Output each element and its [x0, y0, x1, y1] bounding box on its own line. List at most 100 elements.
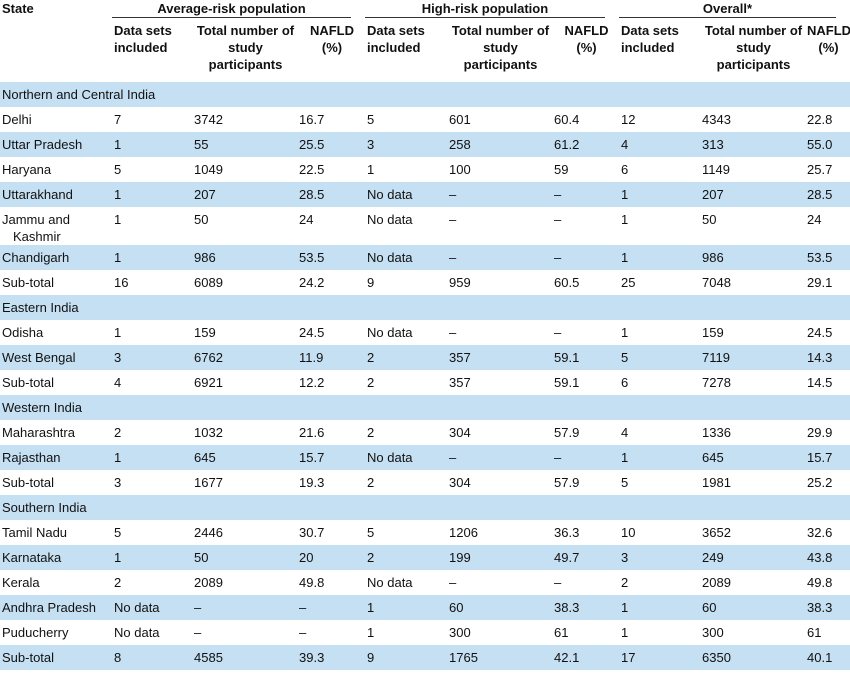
- cell: 61.2: [554, 137, 580, 152]
- cell: 50: [194, 212, 209, 227]
- cell: 50: [702, 212, 717, 227]
- cell: 5: [367, 525, 375, 540]
- cell: 300: [702, 625, 724, 640]
- row-label: Southern India: [2, 500, 87, 515]
- cell: 5: [621, 350, 629, 365]
- data-row: Jammu and Kashmir 1 50 24 No data – – 1 50 24: [0, 207, 850, 245]
- cell: 29.1: [807, 275, 833, 290]
- cell: 24.5: [299, 325, 325, 340]
- cell: 28.5: [807, 187, 833, 202]
- cell: 17: [621, 650, 636, 665]
- state-header: State: [2, 1, 34, 16]
- cell: 300: [449, 625, 471, 640]
- cell: 1: [114, 550, 122, 565]
- cell: –: [449, 450, 457, 465]
- cell: 1: [367, 600, 375, 615]
- cell: 14.3: [807, 350, 833, 365]
- cell: No data: [367, 187, 413, 202]
- cell: 25.7: [807, 162, 833, 177]
- row-label: Eastern India: [2, 300, 79, 315]
- cell: 159: [702, 325, 724, 340]
- cell: 12: [621, 112, 636, 127]
- cell: 7048: [702, 275, 731, 290]
- cell: 5: [114, 162, 122, 177]
- cell: –: [449, 212, 457, 227]
- cell: No data: [367, 575, 413, 590]
- row-label: Odisha: [2, 325, 44, 340]
- cell: 2089: [702, 575, 731, 590]
- cell: 3: [114, 475, 122, 490]
- cell: 1149: [702, 162, 730, 177]
- row-label: Jammu and Kashmir: [2, 212, 70, 244]
- cell: 7: [114, 112, 122, 127]
- row-label: Northern and Central India: [2, 87, 156, 102]
- section-row: Southern India: [0, 495, 850, 520]
- cell: 7278: [702, 375, 731, 390]
- data-row: Karnataka 1 50 20 2 199 49.7 3 249 43.8: [0, 545, 850, 570]
- cell: 59: [554, 162, 569, 177]
- data-row: Kerala 2 2089 49.8 No data – – 2 2089 49.8: [0, 570, 850, 595]
- cell: 4: [114, 375, 122, 390]
- row-label: Sub-total: [2, 475, 55, 490]
- cell: 5: [367, 112, 375, 127]
- cell: 4343: [702, 112, 731, 127]
- cell: 1: [621, 325, 629, 340]
- cell: 6921: [194, 375, 223, 390]
- cell: 6350: [702, 650, 731, 665]
- data-row: Maharashtra 2 1032 21.6 2 304 57.9 4 1336 29.9: [0, 420, 850, 445]
- cell: 10: [621, 525, 636, 540]
- cell: 8: [114, 650, 122, 665]
- row-label: Karnataka: [2, 550, 62, 565]
- cell: 1: [367, 625, 375, 640]
- cell: 6: [621, 375, 629, 390]
- cell: 7119: [702, 350, 730, 365]
- cell: No data: [114, 625, 160, 640]
- cell: 100: [449, 162, 471, 177]
- group-header: High-risk population: [365, 0, 619, 18]
- data-row: Odisha 1 159 24.5 No data – – 1 159 24.5: [0, 320, 850, 345]
- cell: 42.1: [554, 650, 580, 665]
- data-row: Sub-total 16 6089 24.2 9 959 60.5 25 7048 29.1: [0, 270, 850, 295]
- cell: 199: [449, 550, 471, 565]
- cell: 986: [702, 250, 724, 265]
- cell: 49.8: [807, 575, 833, 590]
- cell: 60: [702, 600, 717, 615]
- column-header: Data sets included: [621, 23, 679, 55]
- cell: –: [449, 325, 457, 340]
- cell: 43.8: [807, 550, 833, 565]
- group-header: Overall*: [619, 0, 850, 18]
- cell: –: [299, 600, 307, 615]
- cell: 20: [299, 550, 314, 565]
- cell: 32.6: [807, 525, 833, 540]
- cell: –: [449, 187, 457, 202]
- cell: 1336: [702, 425, 731, 440]
- group-title: Average-risk population: [112, 0, 351, 18]
- cell: 49.7: [554, 550, 580, 565]
- row-label: Rajasthan: [2, 450, 61, 465]
- data-row: Uttar Pradesh 1 55 25.5 3 258 61.2 4 313 55.0: [0, 132, 850, 157]
- column-header: Data sets included: [114, 23, 172, 55]
- row-label: Western India: [2, 400, 82, 415]
- cell: 25: [621, 275, 636, 290]
- cell: 1049: [194, 162, 223, 177]
- row-label: Chandigarh: [2, 250, 70, 265]
- cell: 258: [449, 137, 471, 152]
- cell: –: [299, 625, 307, 640]
- cell: 21.6: [299, 425, 325, 440]
- cell: 9: [367, 650, 375, 665]
- cell: –: [554, 450, 562, 465]
- cell: 60: [449, 600, 464, 615]
- cell: 28.5: [299, 187, 325, 202]
- data-row: Puducherry No data – – 1 300 61 1 300 61: [0, 620, 850, 645]
- cell: 2446: [194, 525, 223, 540]
- cell: 14.5: [807, 375, 833, 390]
- data-row: Haryana 5 1049 22.5 1 100 59 6 1149 25.7: [0, 157, 850, 182]
- cell: 357: [449, 350, 471, 365]
- cell: No data: [367, 212, 413, 227]
- row-label: Haryana: [2, 162, 52, 177]
- cell: 645: [702, 450, 724, 465]
- cell: 16: [114, 275, 129, 290]
- cell: –: [554, 575, 562, 590]
- cell: 313: [702, 137, 724, 152]
- cell: 60.5: [554, 275, 580, 290]
